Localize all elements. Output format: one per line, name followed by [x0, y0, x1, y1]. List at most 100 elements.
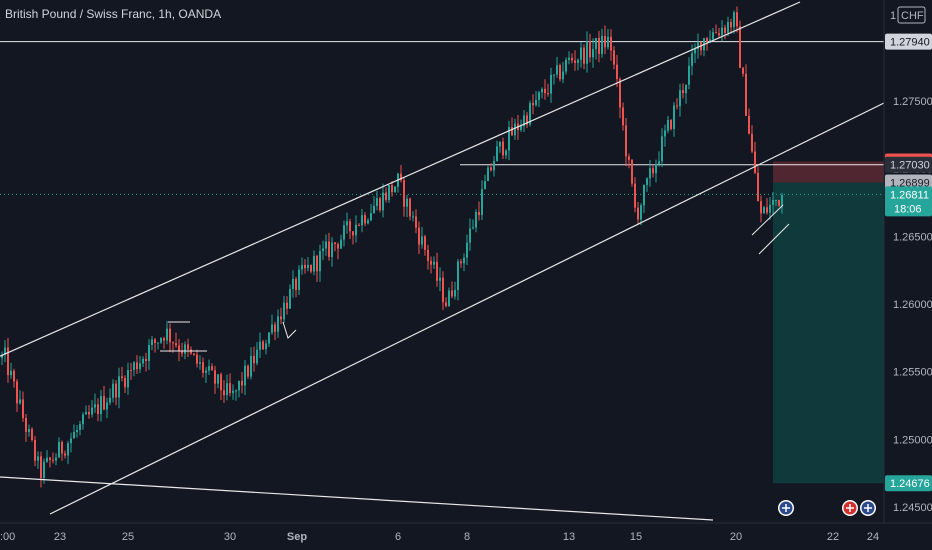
candle-body	[349, 221, 351, 232]
candle-body	[721, 27, 723, 36]
candle-body	[211, 366, 213, 371]
x-tick-label: 8	[464, 531, 470, 543]
candle-body	[220, 374, 222, 391]
candle-body	[289, 288, 291, 309]
x-tick-label: 15	[630, 531, 642, 543]
candle-body	[733, 12, 735, 28]
candle-body	[484, 181, 486, 190]
candle-body	[316, 255, 318, 272]
candle-body	[100, 396, 102, 414]
candle-body	[271, 324, 273, 333]
candle-body	[115, 383, 117, 398]
candle-body	[19, 399, 21, 404]
candle-body	[13, 370, 15, 382]
candle-body	[385, 192, 387, 201]
candle-body	[628, 156, 630, 160]
candle-body	[94, 404, 96, 408]
candle-body	[172, 342, 174, 344]
candle-body	[442, 277, 444, 303]
candle-body	[286, 302, 288, 309]
candle-body	[598, 38, 600, 54]
candle-body	[187, 344, 189, 350]
candle-body	[409, 198, 411, 217]
candle-body	[319, 251, 321, 272]
currency-box	[897, 6, 926, 24]
candle-body	[763, 207, 765, 214]
x-tick-label: 22	[827, 531, 839, 543]
candle-body	[565, 59, 567, 72]
candle-body	[685, 84, 687, 94]
candle-body	[145, 358, 147, 361]
time-axis-panel	[0, 523, 932, 550]
y-tick-label: 1.24500	[893, 502, 932, 514]
candle-body	[580, 47, 582, 60]
candle-body	[61, 441, 63, 454]
candle-body	[706, 38, 708, 43]
candle-body	[253, 355, 255, 364]
candle-body	[589, 41, 591, 58]
candle-body	[772, 200, 774, 205]
candle-body	[769, 204, 771, 213]
candle-body	[682, 90, 684, 94]
candle-body	[169, 328, 171, 343]
candle-body	[88, 412, 90, 415]
candle-body	[595, 38, 597, 50]
candle-body	[646, 178, 648, 185]
y-tick-label: 1.26500	[893, 231, 932, 243]
candle-body	[310, 264, 312, 272]
channel-upper-line	[0, 1, 801, 357]
candle-body	[181, 350, 183, 354]
candle-body	[358, 224, 360, 226]
candle-body	[616, 64, 618, 80]
candle-body	[52, 459, 54, 461]
candle-body	[697, 41, 699, 50]
candle-body	[256, 349, 258, 364]
candle-body	[301, 264, 303, 270]
candle-body	[745, 73, 747, 116]
candle-body	[454, 289, 456, 297]
candle-body	[25, 417, 27, 432]
candle-body	[283, 302, 285, 320]
currency-label: CHF	[901, 10, 924, 22]
candle-body	[361, 215, 363, 226]
candle-body	[124, 378, 126, 388]
candle-body	[73, 432, 75, 439]
candle-body	[223, 390, 225, 396]
candle-body	[274, 324, 276, 332]
candle-body	[415, 216, 417, 228]
candle-body	[40, 456, 42, 478]
candle-body	[568, 57, 570, 60]
candle-body	[448, 290, 450, 307]
candle-body	[232, 390, 234, 394]
candle-body	[469, 228, 471, 243]
y-tick-label: 1.25000	[893, 434, 932, 446]
price-tag-label: 1.27030	[890, 160, 930, 172]
candle-body	[676, 105, 678, 107]
candle-body	[751, 133, 753, 152]
candle-body	[67, 443, 69, 456]
candle-body	[460, 261, 462, 264]
candle-body	[520, 126, 522, 131]
candle-body	[241, 380, 243, 386]
candle-body	[427, 249, 429, 261]
candle-body	[451, 290, 453, 297]
candle-body	[121, 376, 123, 379]
candle-body	[37, 456, 39, 461]
candle-body	[649, 168, 651, 179]
candle-body	[43, 461, 45, 478]
candle-body	[694, 49, 696, 54]
currency-prefix: 1	[890, 10, 896, 22]
candle-body	[604, 35, 606, 48]
candle-body	[625, 125, 627, 157]
candle-body	[118, 376, 120, 398]
candle-body	[214, 370, 216, 384]
candle-body	[76, 429, 78, 433]
candle-body	[661, 136, 663, 162]
candle-body	[175, 343, 177, 346]
candle-body	[463, 257, 465, 264]
candle-body	[715, 32, 717, 34]
candle-body	[670, 119, 672, 129]
candle-body	[436, 261, 438, 281]
